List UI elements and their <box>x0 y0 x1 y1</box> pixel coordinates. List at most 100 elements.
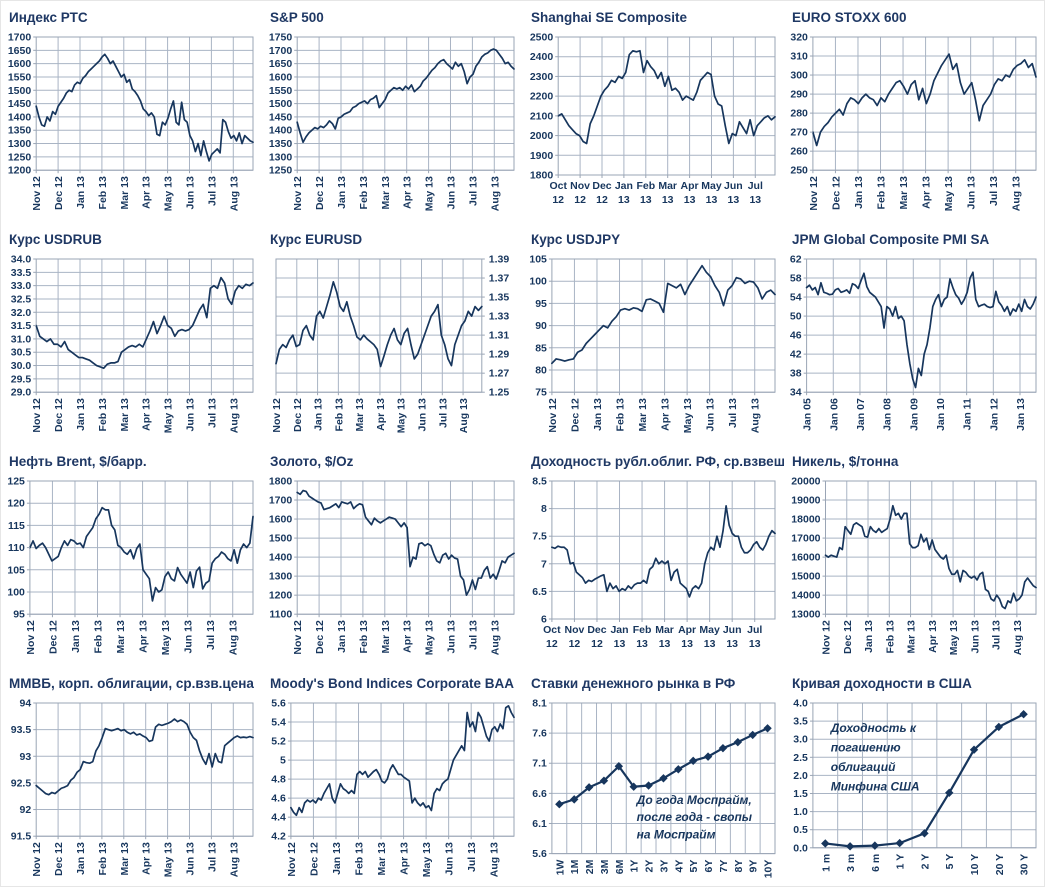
y-axis-tick-label: 1400 <box>269 125 293 137</box>
x-axis-tick-label: 9Y <box>748 860 760 873</box>
diamond-marker <box>555 800 564 809</box>
x-axis-tick-label: Dec 12 <box>308 842 320 876</box>
x-axis-tick-label: 1 m <box>820 854 832 872</box>
y-axis-tick-label: 94 <box>20 698 32 710</box>
diamond-marker <box>845 842 855 851</box>
x-axis-tick-label: 10Y <box>763 860 775 879</box>
x-axis-tick-label: Dec 12 <box>292 398 304 432</box>
x-axis-tick-label: Jan 06 <box>828 398 840 431</box>
chart-cell: ММВБ, корп. облигации, ср.взв.цена 94 93.5… <box>1 667 262 886</box>
y-axis-tick-label: 1250 <box>269 165 293 177</box>
y-axis-tick-label: 2100 <box>530 110 554 122</box>
x-axis-tick-label: 5 Y <box>944 854 956 870</box>
x-axis-tick-label: Jul 13 <box>206 176 218 206</box>
x-axis-tick-label: Mar 13 <box>119 842 131 875</box>
x-axis-tick-label: Jul 13 <box>727 398 739 428</box>
chart-cell: Нефть Brent, $/барр. 125 120 115 110 105 100 95… <box>1 445 262 667</box>
x-axis-tick-label: 13 <box>640 194 652 206</box>
y-axis-tick-label: 54 <box>790 292 802 304</box>
x-axis-tick-label: Jan 13 <box>75 176 87 209</box>
x-axis-tick-label: Jul 13 <box>467 176 479 206</box>
y-axis-tick-label: 1100 <box>269 609 292 621</box>
y-axis-tick-label: 29.0 <box>11 387 32 399</box>
x-axis-tick-label: Jan <box>610 624 628 636</box>
y-axis-tick-label: 1350 <box>269 138 293 150</box>
x-axis-tick-label: Dec 12 <box>53 842 65 876</box>
y-axis-tick-label: 105 <box>529 254 547 266</box>
y-axis-tick-label: 91.5 <box>11 831 32 843</box>
x-axis-tick-label: Feb 13 <box>354 842 366 875</box>
y-axis-tick-label: 1200 <box>8 165 32 177</box>
x-axis-tick-label: Feb 13 <box>358 620 370 653</box>
diamond-marker <box>895 838 904 848</box>
x-axis-tick-label: 1M <box>569 859 581 874</box>
chart-cell: Курс EURUSD 1.39 1.37 1.35 1.33 1.31 1.29 1.27 1… <box>262 223 523 445</box>
x-axis-tick-label: Jul <box>748 180 763 192</box>
chart-annotation-line: До года Моспрайм, <box>636 793 752 807</box>
x-axis-tick-label: Jan 13 <box>1015 398 1027 431</box>
chart-plot: До года Моспрайм, после года - свопы на Мо… <box>532 698 776 879</box>
x-axis-tick-label: Apr 13 <box>375 398 387 431</box>
x-axis-tick-label: 13 <box>662 194 674 206</box>
x-axis-tick-label: Mar 13 <box>380 176 392 209</box>
y-axis-tick-label: 18000 <box>791 514 820 526</box>
x-axis-tick-label: Nov 12 <box>31 398 43 433</box>
x-axis-tick-label: Aug 13 <box>489 842 501 877</box>
x-axis-tick-label: Jul 13 <box>206 398 218 428</box>
x-axis-tick-label: Jan 10 <box>935 398 947 431</box>
chart-title: EURO STOXX 600 <box>792 10 907 25</box>
x-axis-tick-label: Feb <box>636 180 655 192</box>
diamond-marker <box>733 737 743 747</box>
x-axis-tick-label: 10 Y <box>969 854 981 875</box>
y-axis-tick-label: 17000 <box>791 533 820 545</box>
y-axis-tick-label: 2000 <box>530 130 554 142</box>
x-axis-tick-label: Oct <box>549 180 567 192</box>
x-axis-tick-label: 6M <box>614 859 626 874</box>
x-axis-tick-label: Jan 07 <box>855 398 867 431</box>
x-axis-tick-label: 12 <box>569 638 581 650</box>
y-axis-tick-label: 1.5 <box>793 788 808 800</box>
y-axis-tick-label: 5.6 <box>532 848 547 860</box>
x-axis-tick-label: Feb <box>633 624 652 636</box>
chart-title: S&P 500 <box>270 10 324 25</box>
x-axis-tick-label: 30 Y <box>1019 854 1031 875</box>
y-axis-tick-label: 7.6 <box>532 728 547 740</box>
y-axis-tick-label: 1300 <box>269 571 293 583</box>
y-axis-tick-label: 1.29 <box>489 349 510 361</box>
y-axis-tick-label: 1500 <box>269 98 293 110</box>
y-axis-tick-label: 5.2 <box>271 736 286 748</box>
chart-plot: Доходность к погашению облигаций Минфина СШ… <box>793 698 1037 875</box>
x-axis-tick-label: 13 <box>681 638 693 650</box>
x-axis-tick-label: 2M <box>584 859 596 874</box>
y-axis-tick-label: 100 <box>529 276 547 288</box>
x-axis-tick-label: Jun 13 <box>184 398 196 431</box>
y-axis-tick-label: 1350 <box>8 125 32 137</box>
y-axis-tick-label: 1.0 <box>793 806 808 818</box>
y-axis-tick-label: 95 <box>535 298 547 310</box>
x-axis-tick-label: 12 <box>552 194 564 206</box>
x-axis-tick-label: Jun 13 <box>444 842 456 875</box>
x-axis-tick-label: Nov 12 <box>821 620 833 655</box>
x-axis-tick-label: Aug 13 <box>228 176 240 211</box>
x-axis-tick-label: Aug 13 <box>228 398 240 433</box>
chart-plot: 34.033.533.032.5 32.031.531.0 30.530.029.5… <box>11 254 254 433</box>
x-axis-tick-label: Feb 13 <box>615 398 627 431</box>
chart-cell: JPM Global Composite PMI SA 62 58 54 50 46 42 3… <box>784 223 1044 445</box>
x-axis-tick-label: Jan 13 <box>853 176 865 209</box>
x-axis-tick-label: Jul 13 <box>991 620 1003 650</box>
x-axis-tick-label: Feb 13 <box>884 620 896 653</box>
y-axis-tick-label: 2400 <box>530 51 554 63</box>
y-axis-tick-label: 32.5 <box>11 293 32 305</box>
x-axis-tick-label: 2Y <box>644 860 656 873</box>
y-axis-tick-label: 33.5 <box>11 267 32 279</box>
y-axis-tick-label: 5.4 <box>271 717 286 729</box>
x-axis-tick-label: May 13 <box>163 398 175 433</box>
x-axis-tick-label: Feb 13 <box>97 176 109 209</box>
x-axis-tick-label: Aug 13 <box>1011 176 1023 211</box>
y-axis-tick-label: 1.31 <box>489 330 510 342</box>
x-axis-tick-label: Jun 13 <box>445 620 457 653</box>
x-axis-tick-label: Jun 13 <box>445 176 457 209</box>
y-axis-tick-label: 1800 <box>269 476 293 488</box>
diamond-marker <box>945 788 954 797</box>
